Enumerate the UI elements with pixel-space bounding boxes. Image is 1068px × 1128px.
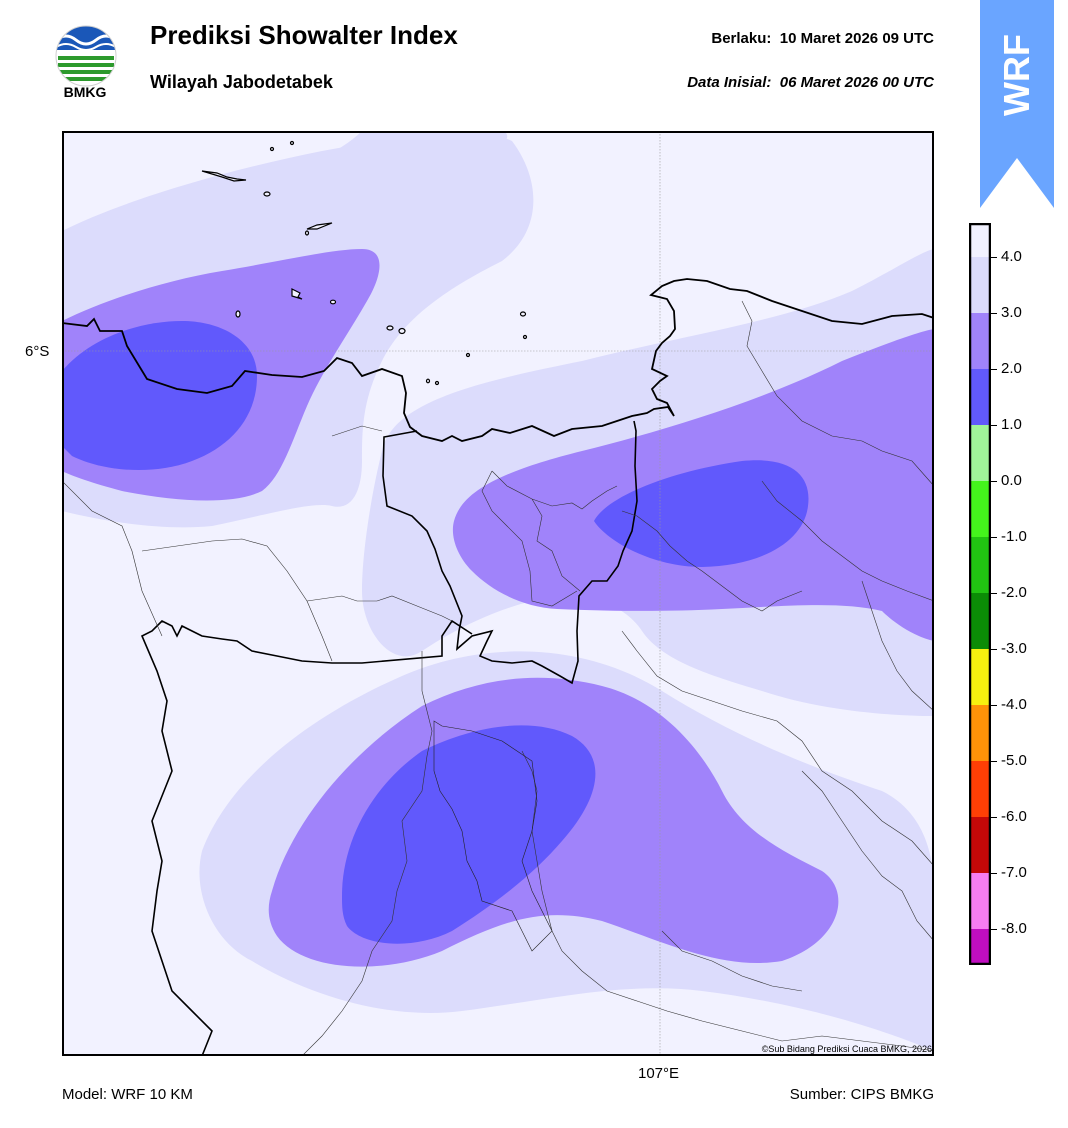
colorbar-segment	[969, 705, 991, 761]
colorbar-tick-label: -6.0	[1001, 808, 1027, 825]
colorbar-tick	[991, 817, 997, 818]
colorbar-tick	[991, 425, 997, 426]
lat-label-6s: 6°S	[25, 343, 50, 360]
colorbar-segment	[969, 761, 991, 817]
district-boundary-west	[140, 619, 473, 1056]
init-time: Data Inisial: 06 Maret 2026 00 UTC	[560, 74, 934, 91]
inner-region-outline	[433, 720, 553, 952]
colorbar-tick	[991, 369, 997, 370]
colorbar-segment	[969, 481, 991, 537]
copyright-note: ©Sub Bidang Prediksi Cuaca BMKG, 2026	[761, 1044, 932, 1054]
coastline	[62, 278, 934, 442]
colorbar-tick	[991, 761, 997, 762]
colorbar-tick	[991, 593, 997, 594]
wrf-ribbon	[980, 0, 1054, 208]
lon-label-107e: 107°E	[638, 1065, 680, 1082]
init-label: Data Inisial:	[687, 74, 772, 91]
init-value: 06 Maret 2026 00 UTC	[779, 74, 934, 91]
colorbar-tick	[991, 929, 997, 930]
colorbar-tick-label: -7.0	[1001, 864, 1027, 881]
colorbar-segment	[969, 313, 991, 369]
colorbar-segment	[969, 873, 991, 929]
colorbar-segment	[969, 649, 991, 705]
colorbar-tick-label: 0.0	[1001, 472, 1022, 489]
province-boundary	[382, 420, 638, 685]
colorbar-segment	[969, 425, 991, 481]
colorbar-segment	[969, 223, 991, 257]
colorbar-tick-label: 1.0	[1001, 416, 1022, 433]
colorbar-tick	[991, 537, 997, 538]
colorbar-segment	[969, 537, 991, 593]
colorbar-tick-label: -3.0	[1001, 640, 1027, 657]
colorbar-tick-label: 3.0	[1001, 304, 1022, 321]
model-label: Model: WRF 10 KM	[62, 1086, 193, 1103]
thousand-islands	[201, 140, 528, 386]
page-subtitle: Wilayah Jabodetabek	[150, 72, 333, 92]
map-frame	[62, 131, 934, 1056]
colorbar-tick-label: 4.0	[1001, 248, 1022, 265]
bmkg-logo-icon	[55, 25, 117, 87]
contour-1-northwest	[62, 321, 257, 471]
colorbar-segment	[969, 369, 991, 425]
colorbar-tick-label: -8.0	[1001, 920, 1027, 937]
contour-1-center	[594, 460, 809, 567]
regency-boundary	[62, 300, 934, 1056]
colorbar-tick-label: -1.0	[1001, 528, 1027, 545]
colorbar-segment	[969, 257, 991, 313]
source-label: Sumber: CIPS BMKG	[789, 1086, 934, 1103]
colorbar-tick-label: -4.0	[1001, 696, 1027, 713]
valid-label: Berlaku:	[711, 30, 772, 47]
colorbar-tick	[991, 873, 997, 874]
wrf-ribbon-label: WRF	[996, 34, 1037, 116]
colorbar-segment	[969, 929, 991, 965]
colorbar-tick-label: 2.0	[1001, 360, 1022, 377]
colorbar-tick	[991, 481, 997, 482]
colorbar-segment	[969, 817, 991, 873]
colorbar-segment	[969, 593, 991, 649]
colorbar-tick	[991, 649, 997, 650]
colorbar-tick	[991, 257, 997, 258]
logo-text: BMKG	[63, 84, 107, 100]
colorbar	[969, 223, 991, 965]
contour-1-south	[342, 725, 596, 944]
valid-value: 10 Maret 2026 09 UTC	[779, 30, 934, 47]
showalter-index-map	[62, 131, 934, 1056]
colorbar-tick	[991, 313, 997, 314]
colorbar-tick	[991, 705, 997, 706]
page-title: Prediksi Showalter Index	[150, 20, 458, 50]
colorbar-tick-label: -2.0	[1001, 584, 1027, 601]
colorbar-tick-label: -5.0	[1001, 752, 1027, 769]
valid-time: Berlaku: 10 Maret 2026 09 UTC	[560, 30, 934, 47]
